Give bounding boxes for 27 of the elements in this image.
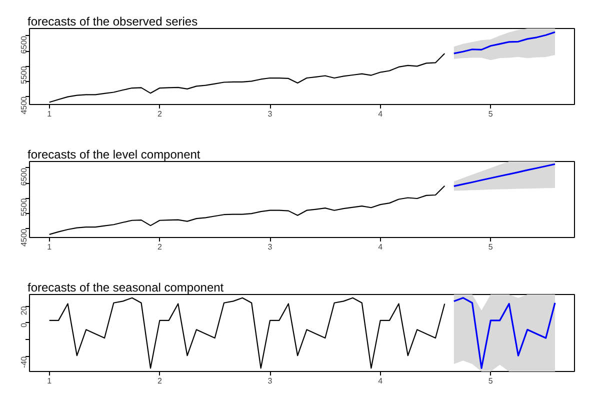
y-tick-label: 4500 <box>20 96 28 114</box>
x-tick-label: 5 <box>488 242 494 252</box>
x-tick-label: 3 <box>268 376 273 386</box>
chart-title: forecasts of the observed series <box>28 14 198 28</box>
y-tick-label: 4500 <box>20 228 28 247</box>
chart-title: forecasts of the level component <box>28 148 201 162</box>
chart-title: forecasts of the seasonal component <box>28 280 224 294</box>
y-tick-label: 5500 <box>20 198 28 216</box>
x-tick-label: 1 <box>47 376 52 386</box>
y-tick-label: 6500 <box>20 35 28 54</box>
x-tick-label: 4 <box>378 110 384 118</box>
y-tick-label: 6500 <box>20 167 28 186</box>
x-tick-label: 1 <box>47 110 52 118</box>
x-tick-label: 2 <box>157 242 162 252</box>
x-tick-label: 2 <box>157 110 162 118</box>
x-tick-label: 3 <box>268 242 273 252</box>
x-tick-label: 1 <box>47 242 52 252</box>
x-tick-label: 5 <box>488 110 494 118</box>
x-tick-label: 5 <box>488 376 494 386</box>
x-tick-label: 4 <box>378 376 384 386</box>
y-tick-label: 5500 <box>20 66 28 84</box>
y-tick-label: -40 <box>20 356 28 368</box>
x-tick-label: 4 <box>378 242 384 252</box>
y-tick-label: 20 <box>20 306 28 316</box>
x-tick-label: 2 <box>157 376 162 386</box>
y-tick-label: 0 <box>20 322 28 328</box>
x-tick-label: 3 <box>268 110 273 118</box>
